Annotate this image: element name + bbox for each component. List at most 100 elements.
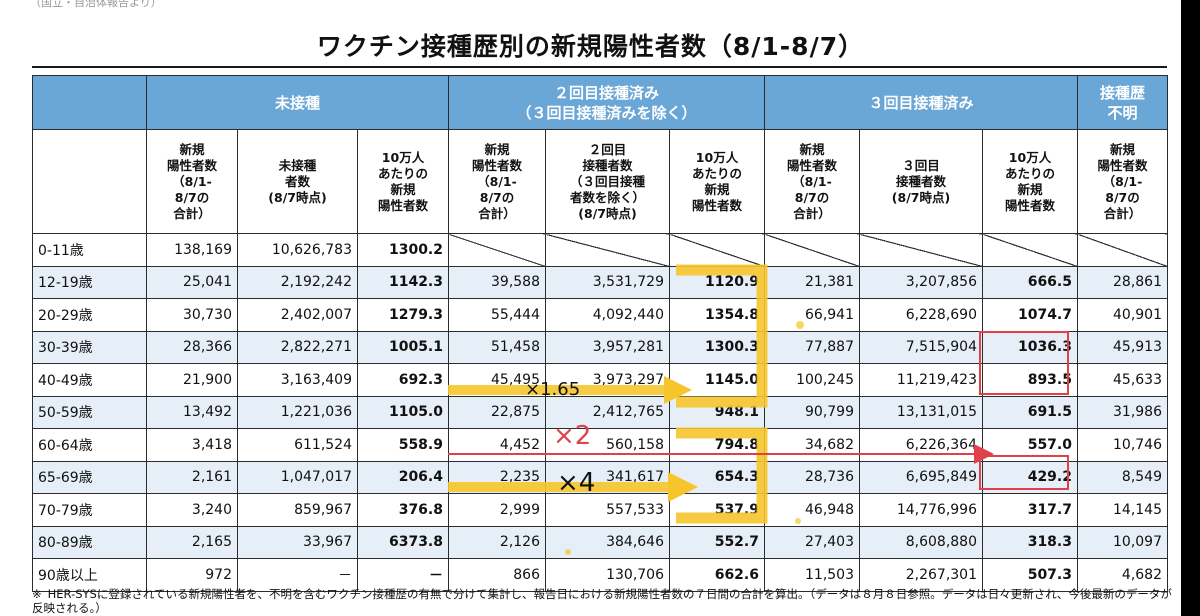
subheader-2dose-rate: 10万人 あたりの 新規 陽性者数	[669, 129, 765, 234]
page-title: ワクチン接種歴別の新規陽性者数（8/1-8/7）	[316, 32, 865, 61]
age-cell: 80-89歳	[32, 525, 147, 559]
annotation-x2: ×2	[553, 421, 592, 451]
unknown-new-cell: 10,097	[1077, 525, 1168, 559]
subheader-3dose-pop: ３回目 接種者数 (8/7時点)	[859, 129, 983, 234]
yellow-dot	[796, 321, 804, 329]
age-cell: 90歳以上	[32, 558, 147, 592]
red-box-65-69	[979, 455, 1069, 490]
unvac-pop-cell: 33,967	[237, 525, 358, 559]
unvac-rate-cell: 1142.3	[357, 265, 449, 299]
two-dose-header: ２回目接種済み （３回目接種済みを除く）	[448, 75, 765, 130]
subheader-3dose-new: 新規 陽性者数 （8/1- 8/7の 合計）	[764, 129, 860, 234]
yellow-dot	[795, 518, 801, 524]
3dose-new-cell: 90,799	[764, 395, 860, 429]
unknown-history-header: 接種歴 不明	[1077, 75, 1168, 130]
unvac-pop-cell: 1,047,017	[237, 460, 358, 494]
yellow-bracket-upper	[676, 264, 768, 408]
unknown-new-cell: 31,986	[1077, 395, 1168, 429]
title-divider	[32, 66, 1167, 68]
unvac-pop-cell: 859,967	[237, 493, 358, 527]
annotation-x1-65: ×1.65	[525, 379, 581, 400]
age-cell: 0-11歳	[32, 233, 147, 267]
empty-corner-cell	[32, 129, 147, 234]
table-row: 20-29歳 30,730 2,402,007 1279.3 55,444 4,092,4…	[32, 298, 1168, 332]
subheader-2dose-new: 新規 陽性者数 （8/1- 8/7の 合計）	[448, 129, 546, 234]
3dose-rate-cell: 893.5	[982, 363, 1078, 397]
annotation-x4: ×4	[557, 468, 596, 498]
subheader-3dose-rate: 10万人 あたりの 新規 陽性者数	[982, 129, 1078, 234]
footnote-text: HER-SYSに登録されている新規陽性者を、不明を含むワクチン接種歴の有無で分け…	[32, 587, 1172, 615]
unvac-rate-cell: 6373.8	[357, 525, 449, 559]
unvac-rate-cell: 206.4	[357, 460, 449, 494]
unvac-new-cell: 3,418	[146, 428, 238, 462]
2dose-pop-cell: 3,957,281	[545, 330, 670, 364]
2dose-new-cell: 39,588	[448, 265, 546, 299]
2dose-pop-cell: 560,158	[545, 428, 670, 462]
unvaccinated-header: 未接種	[146, 75, 449, 130]
3dose-pop-cell: 14,776,996	[859, 493, 983, 527]
3dose-new-cell	[764, 233, 860, 267]
unvac-pop-cell: －	[237, 558, 358, 592]
red-box-30-49	[979, 331, 1069, 395]
2dose-rate-cell	[669, 233, 765, 267]
3dose-pop-cell: 2,267,301	[859, 558, 983, 592]
table-row: 60-64歳 3,418 611,524 558.9 4,452 560,158 794.8…	[32, 428, 1168, 462]
subheader-unknown-new: 新規 陽性者数 （8/1- 8/7の 合計）	[1077, 129, 1168, 234]
3dose-rate-cell: 666.5	[982, 265, 1078, 299]
2dose-pop-cell: 3,531,729	[545, 265, 670, 299]
age-cell: 50-59歳	[32, 395, 147, 429]
three-dose-header: ３回目接種済み	[764, 75, 1078, 130]
3dose-rate-cell: 317.7	[982, 493, 1078, 527]
3dose-pop-cell: 6,695,849	[859, 460, 983, 494]
sub-header-row: 新規 陽性者数 （8/1- 8/7の 合計） 未接種 者数 (8/7時点) 10…	[32, 129, 1168, 234]
2dose-new-cell: 51,458	[448, 330, 546, 364]
unvac-rate-cell: －	[357, 558, 449, 592]
unvac-pop-cell: 2,822,271	[237, 330, 358, 364]
3dose-new-cell: 77,887	[764, 330, 860, 364]
2dose-rate-cell: 662.6	[669, 558, 765, 592]
unvac-pop-cell: 611,524	[237, 428, 358, 462]
unvac-new-cell: 972	[146, 558, 238, 592]
unvac-new-cell: 21,900	[146, 363, 238, 397]
source-strip: （国立・自治体報告より）	[30, 0, 162, 9]
unvac-rate-cell: 1279.3	[357, 298, 449, 332]
subheader-2dose-pop: ２回目 接種者数 （３回目接種 者数を除く） (8/7時点)	[545, 129, 670, 234]
unvac-new-cell: 30,730	[146, 298, 238, 332]
unknown-new-cell	[1077, 233, 1168, 267]
age-cell: 12-19歳	[32, 265, 147, 299]
table-row: 90歳以上 972 －－ 866 130,706 662.6 11,503 2,267,301…	[32, 558, 1168, 592]
unknown-new-cell: 28,861	[1077, 265, 1168, 299]
unvac-new-cell: 138,169	[146, 233, 238, 267]
2dose-pop-cell: 130,706	[545, 558, 670, 592]
unknown-new-cell: 8,549	[1077, 460, 1168, 494]
unvac-pop-cell: 2,402,007	[237, 298, 358, 332]
unvac-new-cell: 2,165	[146, 525, 238, 559]
unvac-rate-cell: 1300.2	[357, 233, 449, 267]
2dose-new-cell: 2,999	[448, 493, 546, 527]
age-cell: 60-64歳	[32, 428, 147, 462]
age-cell: 70-79歳	[32, 493, 147, 527]
3dose-pop-cell: 6,226,364	[859, 428, 983, 462]
2dose-new-cell: 866	[448, 558, 546, 592]
table-row: 70-79歳 3,240 859,967 376.8 2,999 557,533 537.9…	[32, 493, 1168, 527]
2dose-pop-cell: 4,092,440	[545, 298, 670, 332]
3dose-rate-cell: 1036.3	[982, 330, 1078, 364]
unvac-new-cell: 3,240	[146, 493, 238, 527]
3dose-pop-cell: 13,131,015	[859, 395, 983, 429]
yellow-bracket-lower	[676, 427, 768, 524]
2dose-rate-cell: 1300.3	[669, 330, 765, 364]
2dose-new-cell: 22,875	[448, 395, 546, 429]
unvac-pop-cell: 2,192,242	[237, 265, 358, 299]
3dose-rate-cell: 507.3	[982, 558, 1078, 592]
subheader-unvac-new: 新規 陽性者数 （8/1- 8/7の 合計）	[146, 129, 238, 234]
yellow-arrow-x4-head	[668, 472, 698, 502]
unvac-new-cell: 2,161	[146, 460, 238, 494]
3dose-pop-cell: 7,515,904	[859, 330, 983, 364]
2dose-rate-cell: 552.7	[669, 525, 765, 559]
unvac-pop-cell: 10,626,783	[237, 233, 358, 267]
table-row: 50-59歳 13,492 1,221,036 1105.0 22,875 2,412,7…	[32, 395, 1168, 429]
age-cell: 40-49歳	[32, 363, 147, 397]
3dose-pop-cell: 3,207,856	[859, 265, 983, 299]
